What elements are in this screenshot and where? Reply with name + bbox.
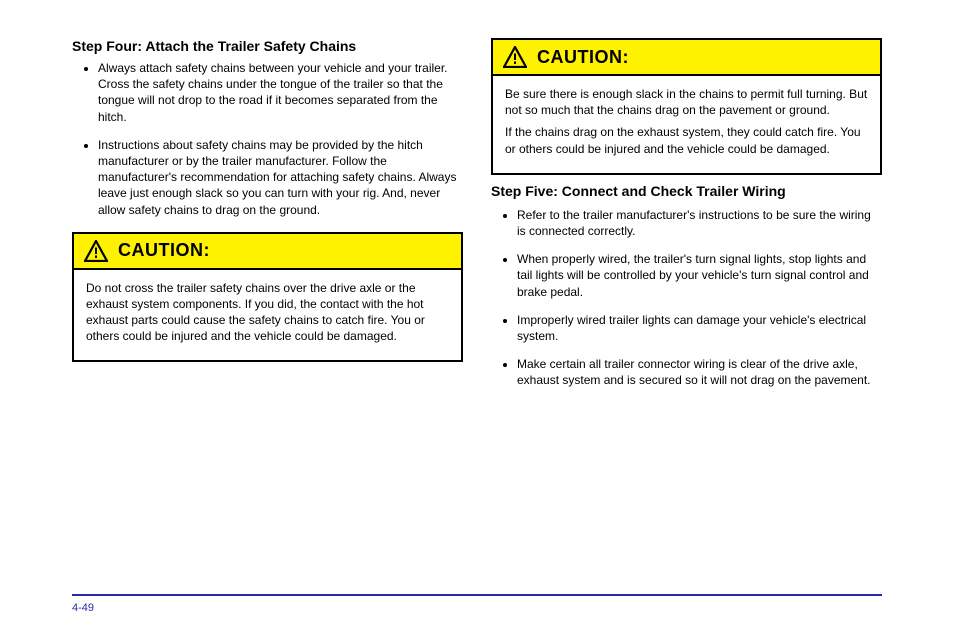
right-column: CAUTION: Be sure there is enough slack i… bbox=[491, 38, 882, 400]
list-item: Make certain all trailer connector wirin… bbox=[517, 356, 882, 388]
warning-icon bbox=[503, 46, 527, 68]
footer-rule bbox=[72, 594, 882, 596]
left-caution-box: CAUTION: Do not cross the trailer safety… bbox=[72, 232, 463, 363]
left-step-label: Step Four: bbox=[72, 38, 142, 54]
caution-paragraph: Be sure there is enough slack in the cha… bbox=[505, 86, 868, 118]
right-caution-header: CAUTION: bbox=[493, 40, 880, 76]
list-item: Refer to the trailer manufacturer's inst… bbox=[517, 207, 882, 239]
left-column: Step Four: Attach the Trailer Safety Cha… bbox=[72, 38, 463, 400]
left-caution-header: CAUTION: bbox=[74, 234, 461, 270]
list-item: When properly wired, the trailer's turn … bbox=[517, 251, 882, 300]
left-step-title: Attach the Trailer Safety Chains bbox=[145, 38, 356, 54]
right-caution-box: CAUTION: Be sure there is enough slack i… bbox=[491, 38, 882, 175]
right-step-heading: Step Five: Connect and Check Trailer Wir… bbox=[491, 183, 882, 199]
caution-paragraph: Do not cross the trailer safety chains o… bbox=[86, 280, 449, 345]
list-item: Instructions about safety chains may be … bbox=[98, 137, 463, 218]
left-bullet-list: Always attach safety chains between your… bbox=[72, 60, 463, 218]
caution-paragraph: If the chains drag on the exhaust system… bbox=[505, 124, 868, 156]
right-caution-body: Be sure there is enough slack in the cha… bbox=[493, 76, 880, 173]
list-item: Always attach safety chains between your… bbox=[98, 60, 463, 125]
right-step-label: Step Five: bbox=[491, 183, 558, 199]
right-step-title: Connect and Check Trailer Wiring bbox=[562, 183, 786, 199]
right-caution-label: CAUTION: bbox=[537, 47, 629, 68]
footer-left: 4-49 bbox=[72, 602, 94, 614]
left-caution-body: Do not cross the trailer safety chains o… bbox=[74, 270, 461, 361]
footer-row: 4-49 bbox=[72, 602, 882, 614]
page: Step Four: Attach the Trailer Safety Cha… bbox=[0, 0, 954, 636]
left-caution-label: CAUTION: bbox=[118, 240, 210, 261]
list-item: Improperly wired trailer lights can dama… bbox=[517, 312, 882, 344]
page-footer: 4-49 bbox=[72, 594, 882, 614]
right-bullet-list: Refer to the trailer manufacturer's inst… bbox=[491, 207, 882, 389]
warning-icon bbox=[84, 240, 108, 262]
two-column-layout: Step Four: Attach the Trailer Safety Cha… bbox=[72, 38, 882, 400]
left-step-heading: Step Four: Attach the Trailer Safety Cha… bbox=[72, 38, 463, 54]
